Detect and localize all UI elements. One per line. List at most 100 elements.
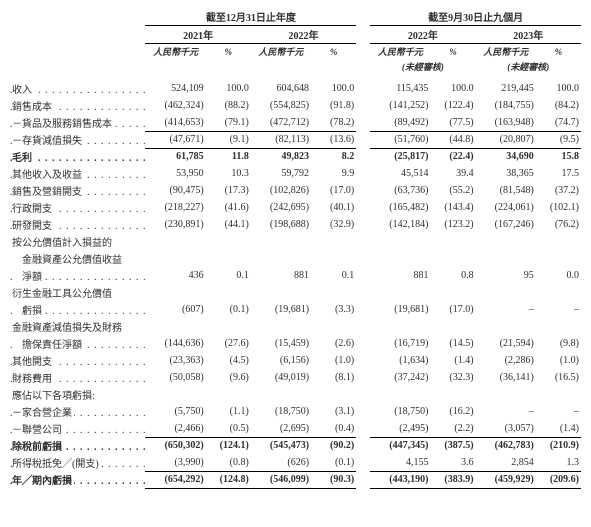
table-row: 所得稅抵免╱(開支) . . . . . . . . . . . . . . .… — [10, 454, 581, 471]
table-row: 毛利 . . . . . . . . . . . . . . . . . . .… — [10, 148, 581, 165]
cell-value: (63,736) — [370, 182, 430, 199]
cell-value: (89,492) — [370, 114, 430, 131]
row-label: 金融資產減值損失及財務 — [10, 318, 145, 335]
cell-value: (198,688) — [251, 216, 311, 233]
cell-value — [536, 386, 581, 403]
cell-value: (22.4) — [430, 148, 475, 165]
cell-value: (3.3) — [311, 301, 356, 318]
cell-value — [476, 250, 536, 267]
cell-value: (16.2) — [430, 403, 475, 420]
cell-value: 9.9 — [311, 165, 356, 182]
cell-value — [145, 386, 205, 403]
cell-value: 61,785 — [145, 148, 205, 165]
cell-value: 8.2 — [311, 148, 356, 165]
cell-value: (49,019) — [251, 369, 311, 386]
cell-value: (1.0) — [311, 352, 356, 369]
cell-value — [311, 250, 356, 267]
cell-value: 11.8 — [206, 148, 251, 165]
table-row: －聯營公司 . . . . . . . . . . . . . . . . . … — [10, 420, 581, 437]
table-row: 衍生金融工具公允價值 — [10, 284, 581, 301]
cell-value: (13.6) — [311, 131, 356, 148]
table-row: 研發開支 . . . . . . . . . . . . . . . . . .… — [10, 216, 581, 233]
table-row: 除稅前虧損 . . . . . . . . . . . . . . . . . … — [10, 437, 581, 454]
cell-value: (44.8) — [430, 131, 475, 148]
cell-value: (91.8) — [311, 97, 356, 114]
cell-value: (230,891) — [145, 216, 205, 233]
row-label: －存貨減值損失 . . . . . . . . . . . . . . . . … — [10, 131, 145, 148]
unaudited-note: (未經審核) — [476, 59, 581, 74]
cell-value: (472,712) — [251, 114, 311, 131]
cell-value: 881 — [370, 267, 430, 284]
cell-value — [206, 386, 251, 403]
row-label: －家合營企業 . . . . . . . . . . . . . . . . .… — [10, 403, 145, 420]
table-row: 金融資產公允價值收益 — [10, 250, 581, 267]
cell-value: (414,653) — [145, 114, 205, 131]
cell-value: (447,345) — [370, 437, 430, 454]
row-label: 其他收入及收益 . . . . . . . . . . . . . . . . … — [10, 165, 145, 182]
table-row: 按公允價值計入損益的 — [10, 233, 581, 250]
cell-value: (8.1) — [311, 369, 356, 386]
cell-value: (55.2) — [430, 182, 475, 199]
cell-value: 1.3 — [536, 454, 581, 471]
cell-value: 100.0 — [206, 80, 251, 97]
cell-value: (165,482) — [370, 199, 430, 216]
cell-value — [430, 284, 475, 301]
cell-value: 38,365 — [476, 165, 536, 182]
table-row: －貨品及服務銷售成本 . . . . . . . . . . . . . . .… — [10, 114, 581, 131]
cell-value: (25,817) — [370, 148, 430, 165]
cell-value — [370, 233, 430, 250]
cell-value: 3.6 — [430, 454, 475, 471]
cell-value — [476, 386, 536, 403]
cell-value — [430, 233, 475, 250]
row-label: 衍生金融工具公允價值 — [10, 284, 145, 301]
cell-value: 524,109 — [145, 80, 205, 97]
row-label: 銷售及營銷開支 . . . . . . . . . . . . . . . . … — [10, 182, 145, 199]
row-label: 收入 . . . . . . . . . . . . . . . . . . .… — [10, 80, 145, 97]
cell-value: 59,792 — [251, 165, 311, 182]
row-label: 毛利 . . . . . . . . . . . . . . . . . . .… — [10, 148, 145, 165]
cell-value: (650,302) — [145, 437, 205, 454]
cell-value: (76.2) — [536, 216, 581, 233]
cell-value: 95 — [476, 267, 536, 284]
col-pct: % — [430, 44, 475, 60]
col-amount: 人民幣千元 — [476, 44, 536, 60]
cell-value — [145, 318, 205, 335]
table-row: 應佔以下各項虧損: — [10, 386, 581, 403]
row-label: －聯營公司 . . . . . . . . . . . . . . . . . … — [10, 420, 145, 437]
cell-value: 0.8 — [430, 267, 475, 284]
cell-value: (144,636) — [145, 335, 205, 352]
yr-2022: 2022年 — [251, 26, 356, 44]
cell-value: 436 — [145, 267, 205, 284]
cell-value: (84.2) — [536, 97, 581, 114]
cell-value: 881 — [251, 267, 311, 284]
cell-value: (20,807) — [476, 131, 536, 148]
cell-value: (77.5) — [430, 114, 475, 131]
cell-value — [430, 318, 475, 335]
cell-value: 4,155 — [370, 454, 430, 471]
cell-value: (44.1) — [206, 216, 251, 233]
col-amount: 人民幣千元 — [370, 44, 430, 60]
row-label: 應佔以下各項虧損: — [10, 386, 145, 403]
table-row: －家合營企業 . . . . . . . . . . . . . . . . .… — [10, 403, 581, 420]
cell-value: (32.9) — [311, 216, 356, 233]
cell-value — [370, 386, 430, 403]
col-amount: 人民幣千元 — [251, 44, 311, 60]
cell-value: (654,292) — [145, 471, 205, 488]
cell-value: (459,929) — [476, 471, 536, 488]
cell-value — [206, 233, 251, 250]
table-row: 行政開支 . . . . . . . . . . . . . . . . . .… — [10, 199, 581, 216]
cell-value: (102.1) — [536, 199, 581, 216]
cell-value — [536, 250, 581, 267]
cell-value: (81,548) — [476, 182, 536, 199]
cell-value: (82,113) — [251, 131, 311, 148]
row-label: 行政開支 . . . . . . . . . . . . . . . . . .… — [10, 199, 145, 216]
cell-value: 100.0 — [536, 80, 581, 97]
cell-value: (4.5) — [206, 352, 251, 369]
cell-value — [145, 250, 205, 267]
table-row: 其他收入及收益 . . . . . . . . . . . . . . . . … — [10, 165, 581, 182]
cell-value: (17.0) — [311, 182, 356, 199]
cell-value: 100.0 — [430, 80, 475, 97]
cell-value: (124.1) — [206, 437, 251, 454]
yr-2022-9m: 2022年 — [370, 26, 475, 44]
unaudited-note: (未經審核) — [370, 59, 475, 74]
